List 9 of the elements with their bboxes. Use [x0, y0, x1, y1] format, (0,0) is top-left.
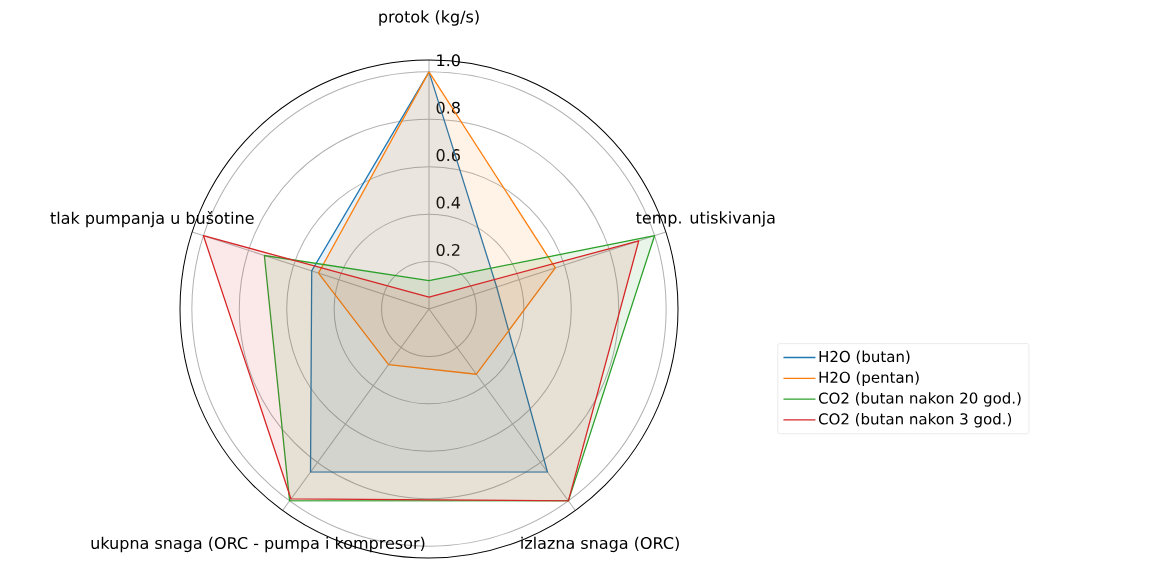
legend-label: H2O (butan) [819, 350, 910, 364]
spoke-label: tlak pumpanja u bušotine [50, 211, 254, 228]
spoke-label: izlazna snaga (ORC) [521, 536, 679, 553]
y-tick-label: 0.4 [436, 196, 461, 209]
legend-label: H2O (pentan) [819, 371, 919, 386]
y-tick-label: 0.2 [436, 243, 460, 257]
legend-label: CO2 (butan nakon 20 god.) [818, 392, 1021, 407]
spoke-label: protok (kg/s) [379, 10, 479, 26]
legend-label: CO2 (butan nakon 3 god.) [818, 412, 1012, 428]
